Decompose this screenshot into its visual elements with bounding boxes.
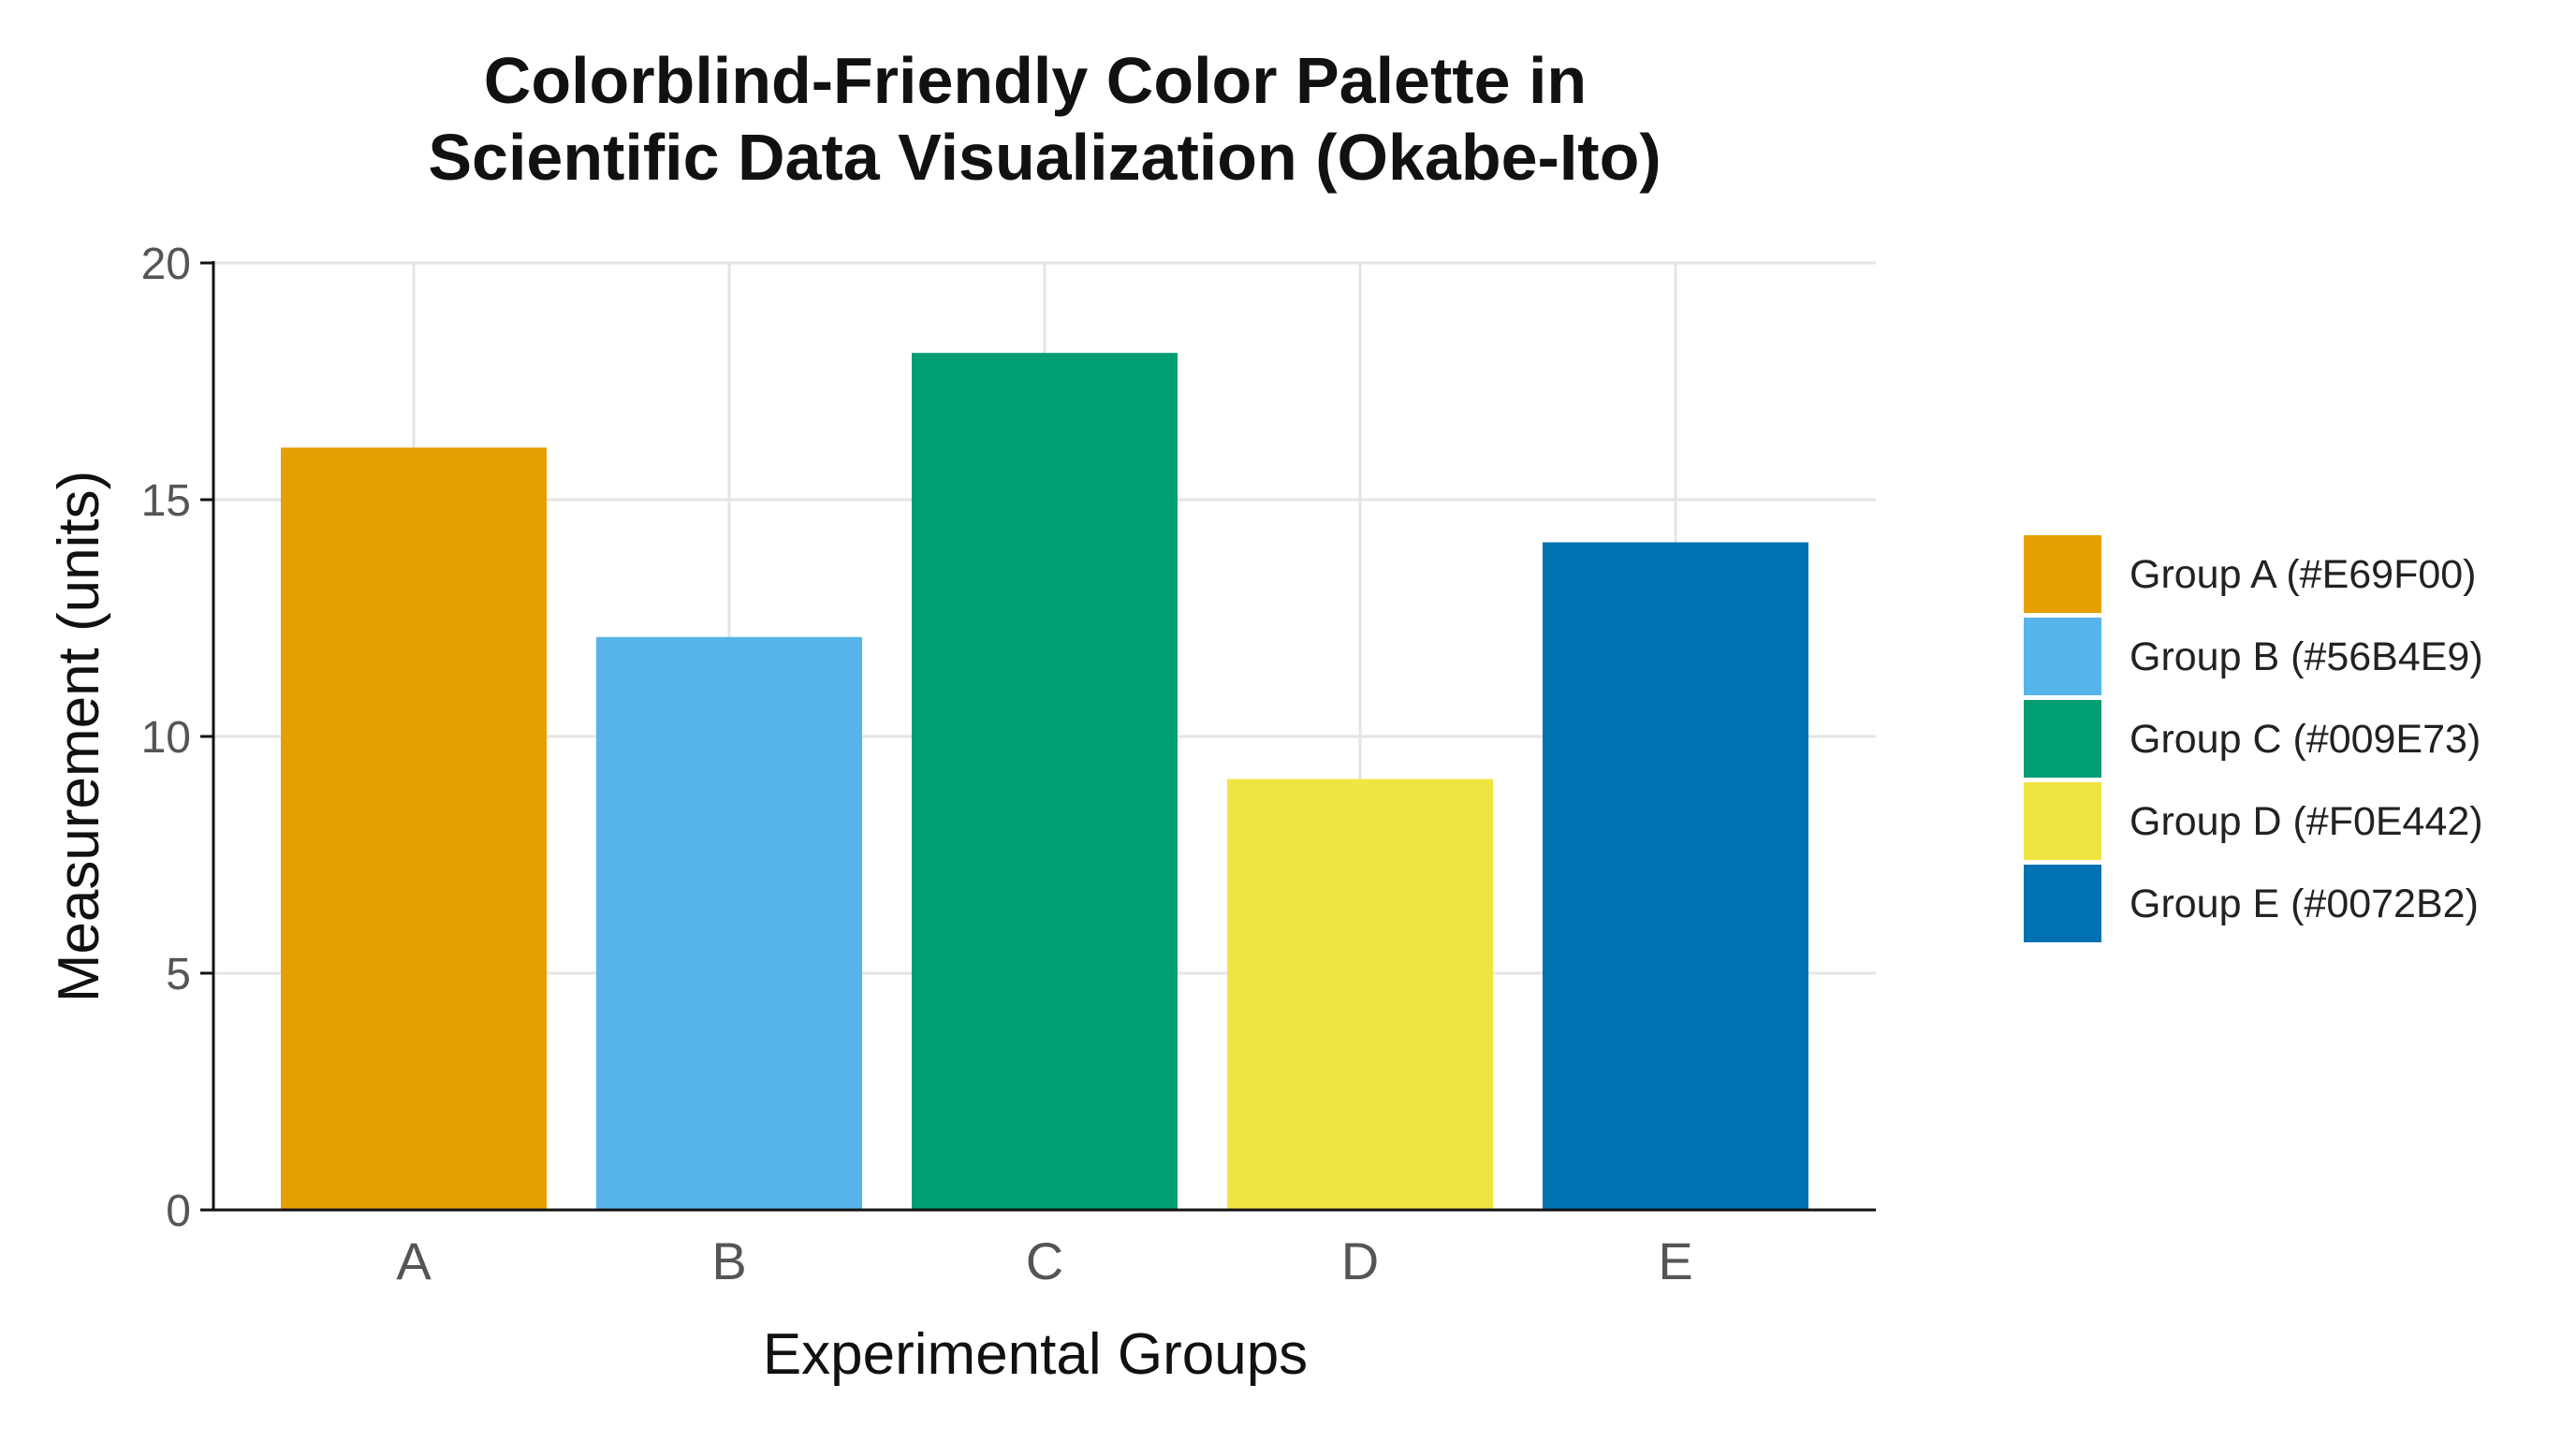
legend-swatch bbox=[2024, 535, 2101, 613]
legend-swatch bbox=[2024, 865, 2101, 942]
legend-label: Group E (#0072B2) bbox=[2130, 881, 2479, 926]
bar-b bbox=[596, 636, 862, 1210]
x-tick-label: C bbox=[1026, 1231, 1063, 1290]
legend-swatch bbox=[2024, 700, 2101, 778]
legend-swatch bbox=[2024, 782, 2101, 860]
legend: Group A (#E69F00) Group B (#56B4E9) Group … bbox=[2024, 535, 2483, 942]
y-tick-label: 10 bbox=[141, 713, 191, 763]
x-tick-label: B bbox=[711, 1231, 746, 1290]
legend-label: Group D (#F0E442) bbox=[2130, 799, 2483, 844]
legend-label: Group A (#E69F00) bbox=[2130, 552, 2477, 597]
legend-label: Group B (#56B4E9) bbox=[2130, 634, 2483, 679]
bar-c bbox=[912, 353, 1178, 1210]
chart-title-line-1: Colorblind-Friendly Color Palette in bbox=[484, 44, 1587, 117]
legend-swatch bbox=[2024, 618, 2101, 695]
x-tick-label: D bbox=[1341, 1231, 1379, 1290]
bars bbox=[281, 353, 1808, 1211]
legend-label: Group C (#009E73) bbox=[2130, 717, 2481, 762]
bar-e bbox=[1543, 542, 1808, 1210]
y-tick-label: 5 bbox=[166, 950, 191, 999]
bar-d bbox=[1227, 779, 1493, 1210]
x-tick-label: E bbox=[1658, 1231, 1692, 1290]
y-tick-label: 0 bbox=[166, 1187, 191, 1236]
y-axis-label: Measurement (units) bbox=[47, 471, 111, 1003]
y-tick-label: 20 bbox=[141, 240, 191, 289]
x-tick-label: A bbox=[396, 1231, 432, 1290]
axes: 0 5 10 15 20 A B C D E bbox=[141, 240, 1876, 1290]
y-tick-label: 15 bbox=[141, 476, 191, 526]
bar-a bbox=[281, 447, 547, 1211]
chart-title-line-2: Scientific Data Visualization (Okabe-Ito… bbox=[428, 121, 1661, 194]
x-axis-label: Experimental Groups bbox=[763, 1322, 1308, 1387]
